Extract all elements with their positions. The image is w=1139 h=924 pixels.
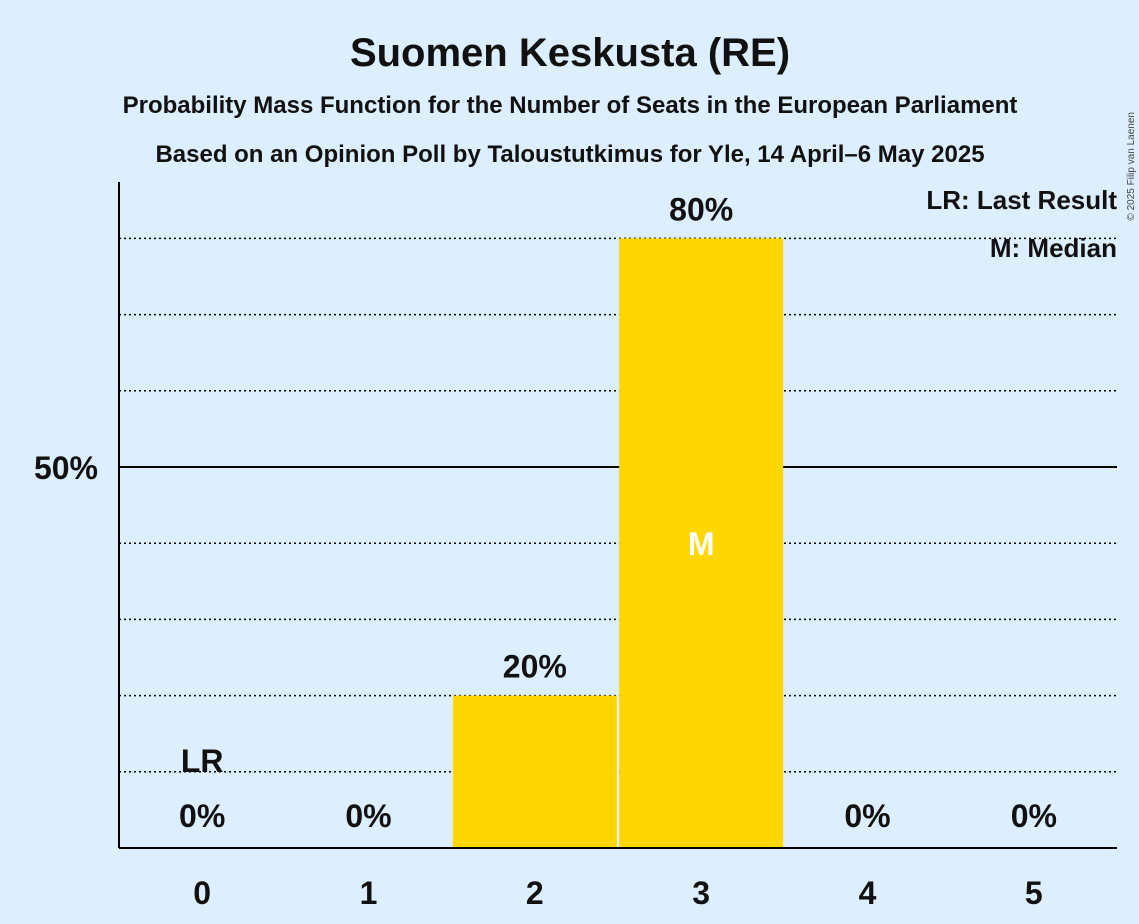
chart-title: Suomen Keskusta (RE) <box>350 31 790 75</box>
bar <box>452 695 617 848</box>
y-tick-label: 50% <box>34 450 98 486</box>
chart-subtitle-2: Based on an Opinion Poll by Taloustutkim… <box>155 141 984 168</box>
axes: 50% 0 1 2 3 4 5 <box>34 182 1117 911</box>
bar <box>619 238 784 848</box>
copyright-note: © 2025 Filip van Laenen <box>1126 112 1137 221</box>
bar-value-label: 20% <box>503 649 567 685</box>
median-marker: M <box>688 526 715 562</box>
x-tick-label: 2 <box>526 875 544 911</box>
x-tick-label: 1 <box>360 875 378 911</box>
x-tick-label: 0 <box>193 875 211 911</box>
bar-value-label: 80% <box>669 191 733 227</box>
bar-value-label: 0% <box>345 798 391 834</box>
x-tick-label: 5 <box>1025 875 1043 911</box>
x-tick-label: 3 <box>692 875 710 911</box>
marks: 0% 0% 20% 80% 0% 0% LR M <box>179 191 1057 834</box>
last-result-marker: LR <box>181 743 224 779</box>
gridlines <box>119 237 1117 773</box>
legend-last-result: LR: Last Result <box>926 185 1117 215</box>
bar-value-label: 0% <box>844 798 890 834</box>
bar-value-label: 0% <box>179 798 225 834</box>
legend-median: M: Median <box>990 233 1117 263</box>
chart-subtitle-1: Probability Mass Function for the Number… <box>123 92 1018 119</box>
x-tick-label: 4 <box>859 875 877 911</box>
bar-value-label: 0% <box>1011 798 1057 834</box>
bars <box>452 238 784 848</box>
